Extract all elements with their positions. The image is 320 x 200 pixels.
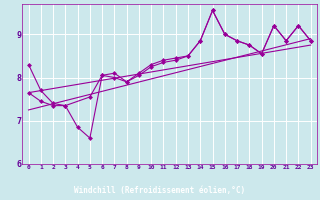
Text: Windchill (Refroidissement éolien,°C): Windchill (Refroidissement éolien,°C) [75, 186, 245, 195]
